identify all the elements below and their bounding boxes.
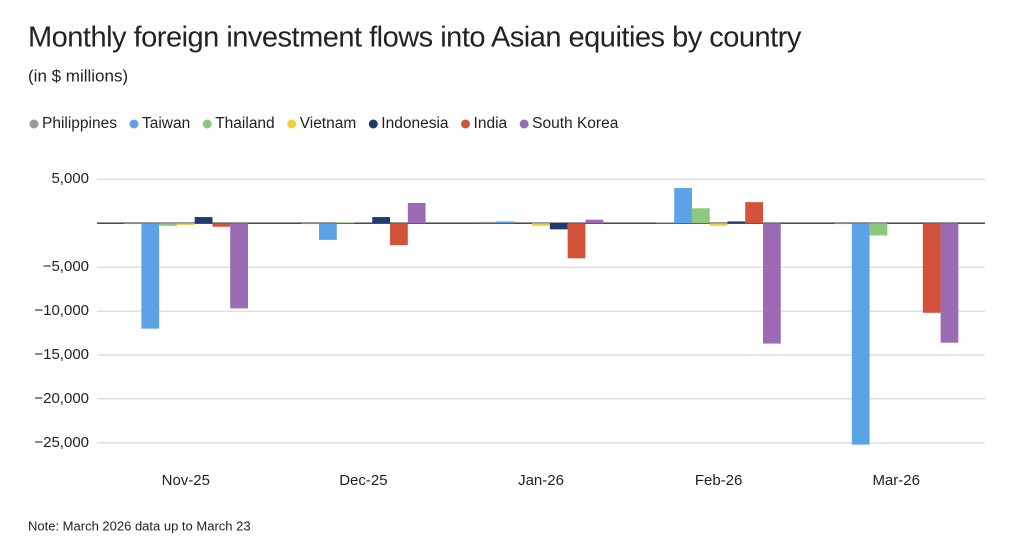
bar (567, 223, 586, 259)
legend: Philippines Taiwan Thailand Vietnam Indonesi… (29, 115, 619, 132)
bar (478, 221, 497, 224)
bar (691, 208, 710, 224)
bar (123, 223, 142, 225)
bar (851, 223, 870, 445)
chart-subtitle: (in $ millions) (28, 66, 128, 85)
bar (230, 223, 248, 309)
legend-marker (461, 119, 471, 129)
bar (390, 223, 408, 246)
bar (532, 223, 550, 226)
bar (869, 223, 888, 236)
bar (301, 223, 319, 225)
x-tick-label: Jan-26 (518, 472, 564, 489)
bar (709, 223, 728, 226)
bar (763, 223, 781, 344)
y-tick-label: 5,000 (51, 170, 89, 187)
x-tick-label: Mar-26 (872, 472, 920, 489)
chart-note: Note: March 2026 data up to March 23 (28, 518, 251, 533)
bar (194, 217, 213, 224)
bar (727, 221, 746, 224)
bar (407, 202, 426, 224)
y-tick-label: −10,000 (34, 302, 89, 319)
legend-label: Thailand (215, 115, 274, 132)
bar (212, 223, 231, 227)
y-tick-label: −5,000 (43, 258, 89, 275)
bar (159, 223, 177, 226)
y-tick-label: −15,000 (34, 346, 89, 363)
y-tick-label: −20,000 (34, 390, 89, 407)
bar (336, 222, 355, 224)
legend-label: Taiwan (142, 115, 190, 132)
x-tick-label: Dec-25 (339, 472, 387, 489)
legend-marker (287, 119, 297, 129)
legend-label: South Korea (532, 115, 619, 132)
bar (141, 223, 160, 329)
bar (496, 221, 515, 224)
legend-marker (202, 119, 212, 129)
x-tick-label: Nov-25 (162, 472, 210, 489)
legend-marker (519, 119, 529, 129)
chart-title: Monthly foreign investment flows into As… (28, 22, 802, 54)
bar (319, 223, 337, 240)
legend-marker (129, 119, 139, 129)
y-tick-label: −25,000 (34, 434, 89, 451)
bar (922, 223, 941, 313)
legend-marker (368, 119, 378, 129)
bar (656, 222, 675, 224)
bar (372, 217, 391, 224)
bar (176, 223, 195, 225)
legend-marker (29, 119, 39, 129)
legend-label: Philippines (42, 115, 117, 132)
legend-label: Indonesia (381, 115, 449, 132)
bar (585, 219, 604, 224)
bar (745, 202, 763, 224)
bar (834, 223, 852, 225)
bar (549, 223, 568, 230)
x-tick-label: Feb-26 (695, 472, 743, 489)
legend-label: Vietnam (300, 115, 357, 132)
bar (940, 223, 959, 343)
bar (674, 188, 692, 224)
legend-label: India (474, 115, 508, 132)
